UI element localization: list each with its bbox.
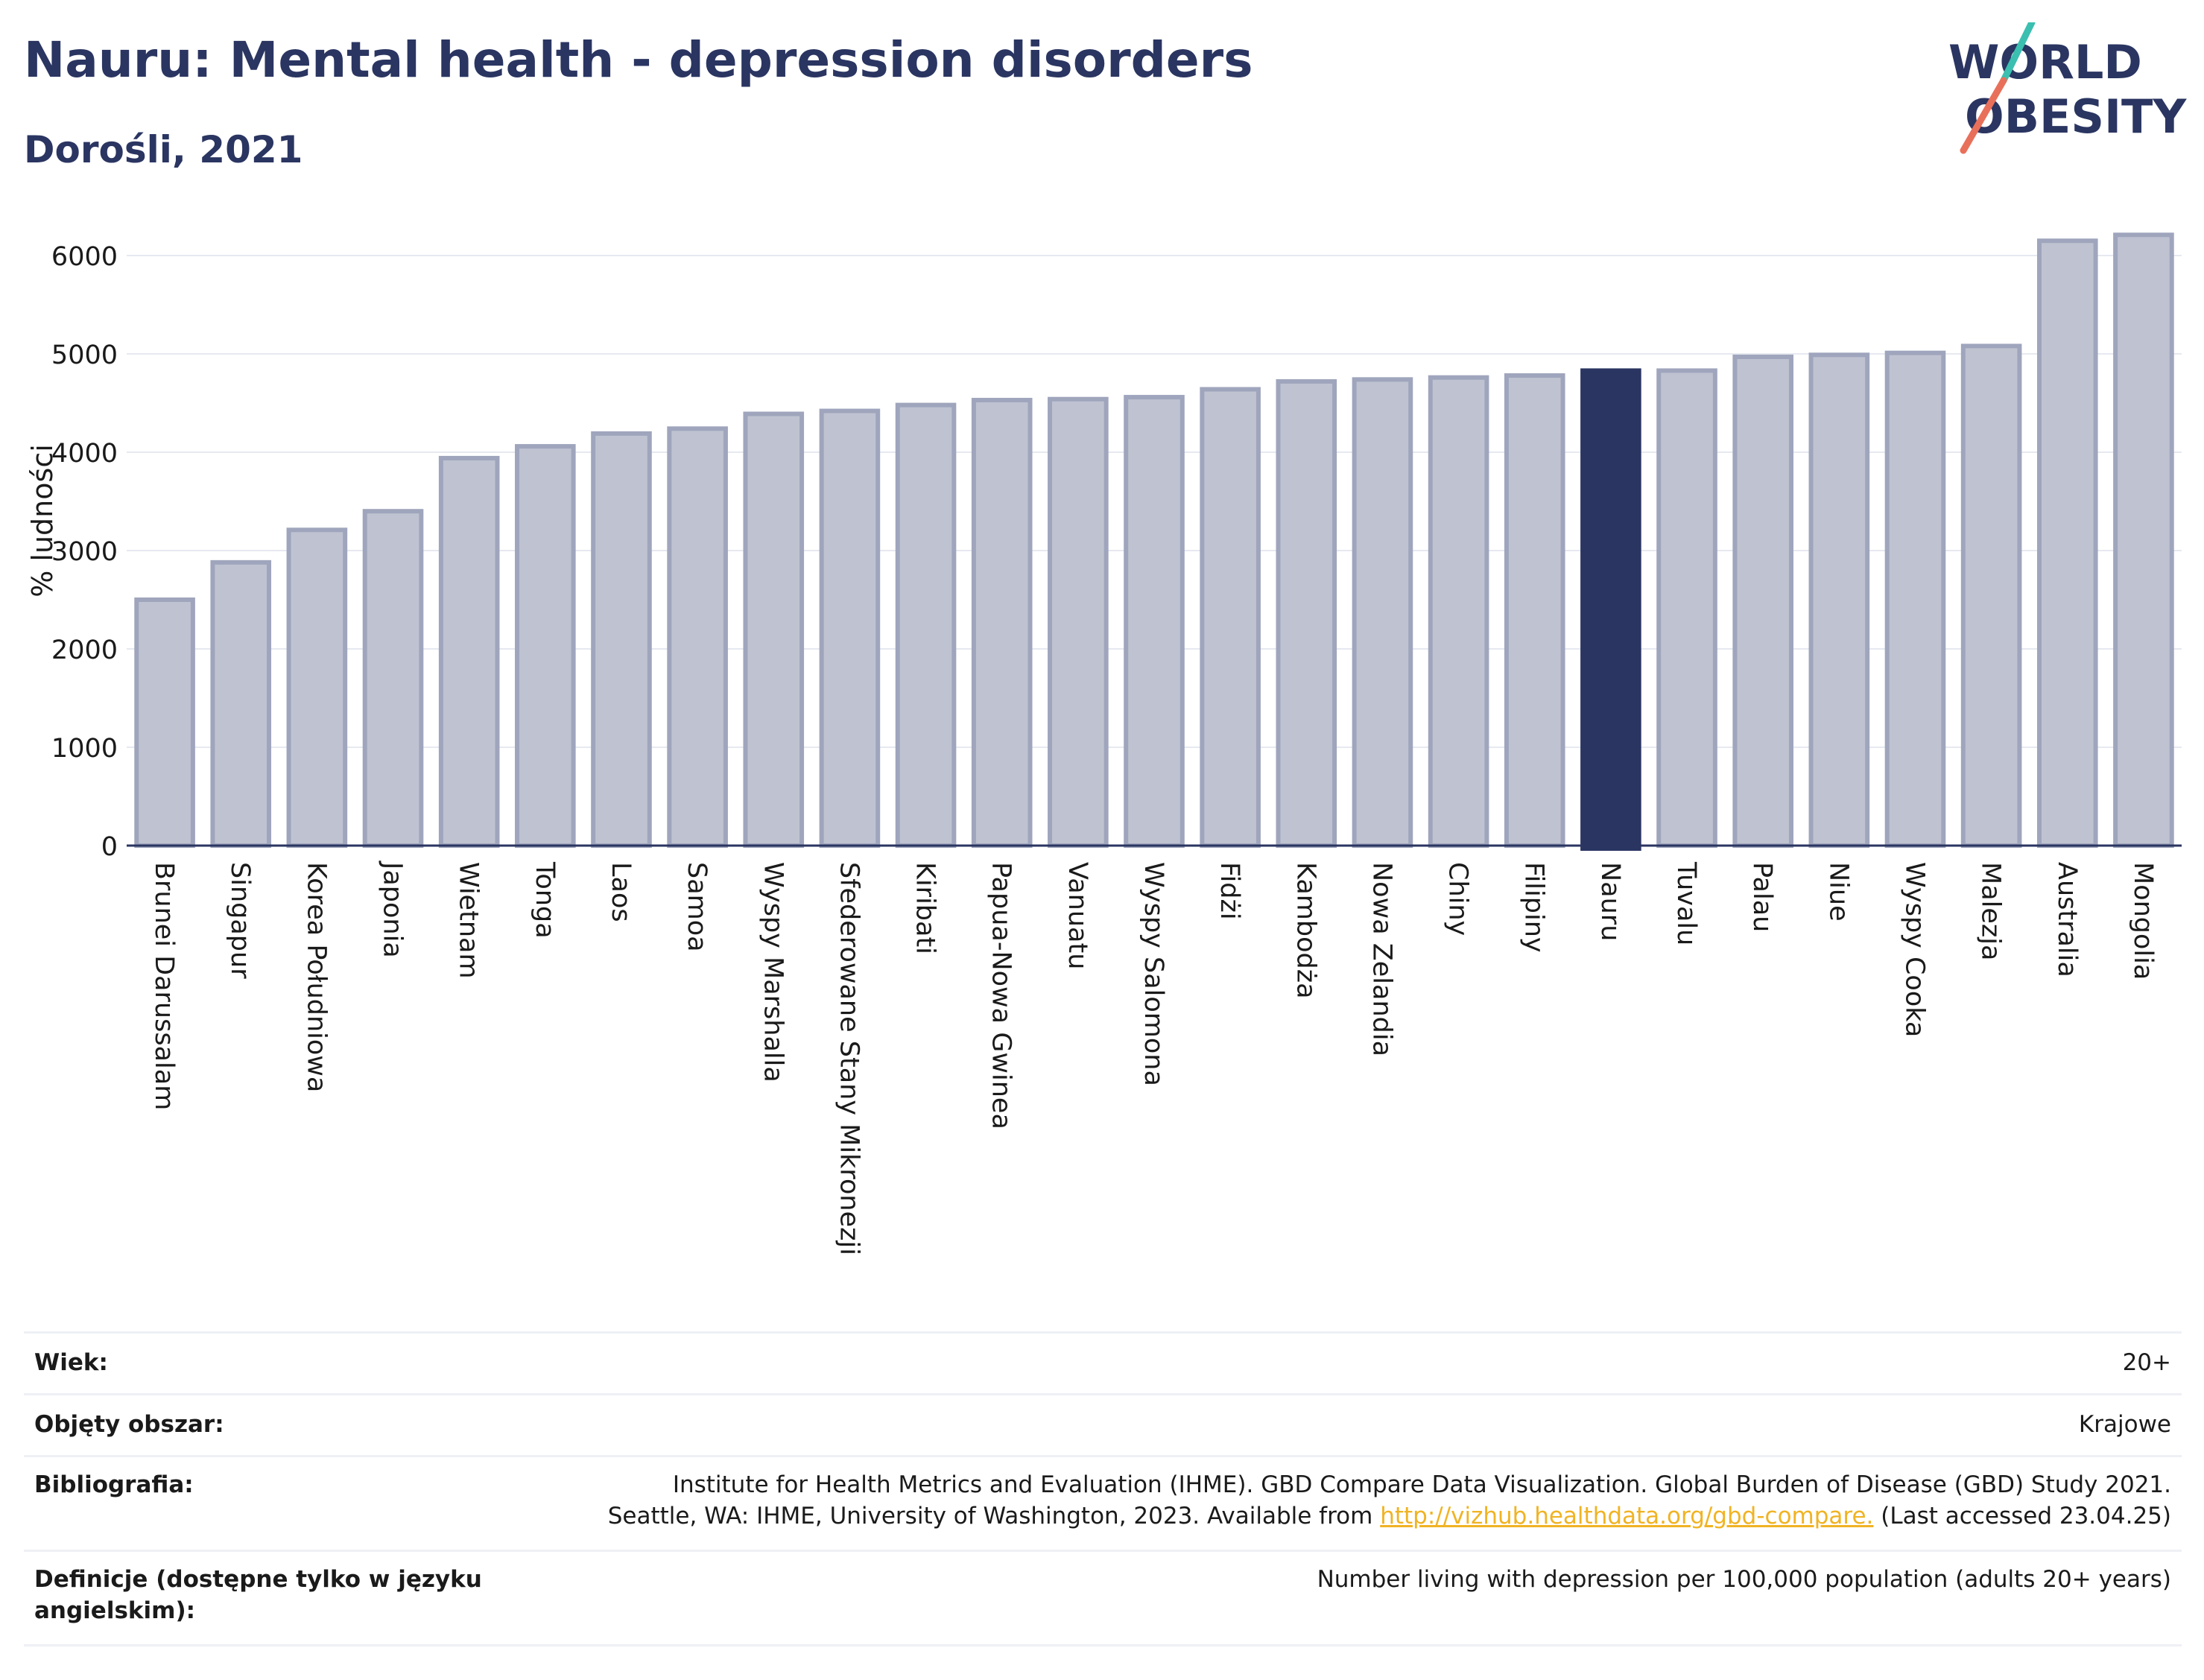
x-tick-label: Nowa Zelandia: [1367, 862, 1396, 1056]
definition-value: Number living with depression per 100,00…: [1317, 1566, 2171, 1593]
x-tick-label: Chiny: [1443, 862, 1473, 936]
x-tick-label: Fidżi: [1215, 862, 1244, 920]
bar-mongolia: [2113, 232, 2174, 848]
x-tick-label: Laos: [606, 862, 636, 922]
bar-laos: [591, 431, 652, 848]
definition-label-line2: angielskim):: [34, 1597, 196, 1624]
gbd-compare-link[interactable]: http://vizhub.healthdata.org/gbd-compare…: [1380, 1503, 1874, 1530]
age-label: Wiek:: [34, 1349, 108, 1376]
x-tick-label: Kiribati: [911, 862, 940, 954]
bar-chiny: [1428, 375, 1489, 848]
info-table: Wiek: 20+ Objęty obszar: Krajowe Bibliog…: [24, 1331, 2182, 1646]
bar-wyspy-cooka: [1884, 350, 1946, 848]
world-obesity-logo: WORLD OBESITY: [1948, 22, 2187, 154]
bibliography-line1: Institute for Health Metrics and Evaluat…: [672, 1471, 2171, 1498]
x-tick-label: Sfederowane Stany Mikronezji: [834, 862, 864, 1255]
bar-nauru: [1580, 368, 1641, 851]
x-tick-label: Korea Południowa: [301, 862, 331, 1092]
bar-niue: [1808, 352, 1870, 848]
bars: [134, 232, 2174, 851]
bar-kiribati: [895, 402, 957, 848]
x-tick-label: Wyspy Cooka: [1899, 862, 1929, 1037]
y-tick-label: 1000: [51, 734, 118, 764]
bar-papua-nowa-gwinea: [971, 398, 1033, 848]
y-tick-label: 3000: [51, 537, 118, 567]
bar-korea-po-udniowa: [286, 527, 348, 849]
logo-line1: WORLD: [1948, 35, 2142, 89]
bar-chart: 0 1000 2000 3000 4000 5000 6000 Brunei Darussa…: [26, 232, 2182, 1255]
y-tick-label: 4000: [51, 439, 118, 469]
x-tick-label: Australia: [2052, 862, 2082, 977]
age-value: 20+: [2122, 1349, 2171, 1376]
x-tick-label: Mongolia: [2128, 862, 2158, 980]
y-tick-labels: 0 1000 2000 3000 4000 5000 6000: [51, 242, 118, 862]
y-tick-label: 6000: [51, 242, 118, 272]
bar-nowa-zelandia: [1352, 377, 1413, 848]
x-tick-label: Wyspy Marshalla: [758, 862, 788, 1083]
bar-malezja: [1960, 343, 2022, 848]
x-tick-label: Malezja: [1976, 862, 2006, 960]
bibliography-line2: Seattle, WA: IHME, University of Washing…: [608, 1500, 2171, 1532]
x-tick-label: Wietnam: [454, 862, 484, 979]
bar-fid-i: [1200, 387, 1261, 848]
page-subtitle: Dorośli, 2021: [24, 128, 303, 171]
bar-australia: [2036, 238, 2098, 848]
bar-kambod-a: [1276, 378, 1337, 848]
bar-singapur: [210, 560, 272, 849]
bar-wietnam: [438, 455, 500, 848]
page-title: Nauru: Mental health - depression disord…: [24, 31, 1253, 89]
x-tick-label: Papua-Nowa Gwinea: [987, 862, 1016, 1129]
x-tick-label: Wyspy Salomona: [1139, 862, 1168, 1086]
logo-line2: OBESITY: [1965, 89, 2187, 144]
info-row-area: Objęty obszar: Krajowe: [24, 1393, 2182, 1455]
bibliography-label: Bibliografia:: [34, 1471, 194, 1498]
bar-wyspy-salomona: [1124, 395, 1185, 848]
bar-japonia: [362, 509, 424, 848]
x-tick-labels: Brunei Darussalam Singapur Korea Południow…: [149, 860, 2158, 1255]
area-value: Krajowe: [2078, 1411, 2171, 1438]
bar-tuvalu: [1656, 368, 1717, 848]
x-tick-label: Tonga: [530, 861, 560, 939]
bibliography-value: Institute for Health Metrics and Evaluat…: [608, 1469, 2171, 1532]
x-tick-label: Japonia: [378, 860, 408, 958]
bar-sfederowane-stany-mikronezji: [819, 408, 881, 848]
bar-wyspy-marshalla: [743, 411, 805, 848]
bar-palau: [1732, 354, 1793, 848]
x-tick-label: Palau: [1747, 862, 1777, 932]
bar-samoa: [667, 426, 728, 848]
x-tick-label: Kambodża: [1291, 862, 1320, 999]
x-tick-label: Vanuatu: [1063, 862, 1092, 969]
y-tick-label: 2000: [51, 635, 118, 665]
x-tick-label: Filipiny: [1519, 862, 1549, 953]
y-tick-label: 5000: [51, 340, 118, 370]
x-tick-label: Nauru: [1595, 862, 1625, 941]
x-tick-label: Samoa: [682, 862, 712, 952]
x-tick-label: Singapur: [225, 862, 255, 979]
definition-label-line1: Definicje (dostępne tylko w języku: [34, 1566, 482, 1593]
area-label: Objęty obszar:: [34, 1411, 224, 1438]
info-row-definition: Definicje (dostępne tylko w języku angie…: [24, 1550, 2182, 1646]
info-row-bibliography: Bibliografia: Institute for Health Metri…: [24, 1455, 2182, 1550]
x-tick-label: Tuvalu: [1671, 861, 1701, 945]
x-tick-label: Brunei Darussalam: [149, 862, 179, 1110]
bibliography-accessed: (Last accessed 23.04.25): [1873, 1503, 2171, 1530]
bar-tonga: [515, 444, 576, 848]
bar-vanuatu: [1048, 396, 1109, 848]
y-tick-label: 0: [101, 832, 118, 862]
bar-brunei-darussalam: [134, 597, 195, 848]
bibliography-line2-text: Seattle, WA: IHME, University of Washing…: [607, 1503, 1381, 1530]
bar-filipiny: [1504, 373, 1565, 849]
definition-label: Definicje (dostępne tylko w języku angie…: [34, 1564, 482, 1626]
x-tick-label: Niue: [1823, 862, 1853, 922]
y-axis-label: % ludności: [26, 444, 59, 597]
info-row-age: Wiek: 20+: [24, 1331, 2182, 1393]
